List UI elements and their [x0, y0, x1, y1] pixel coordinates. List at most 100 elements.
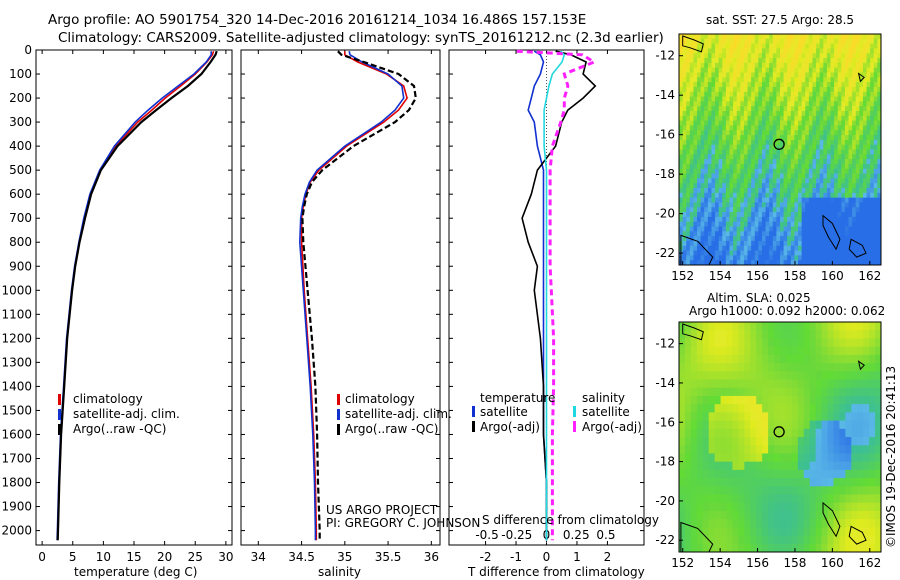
map-cell: [830, 58, 835, 64]
map-cell: [780, 387, 787, 397]
map-cell: [690, 486, 698, 495]
map-cell: [718, 231, 723, 237]
map-cell: [679, 502, 686, 512]
map-cell: [743, 149, 748, 155]
map-cell: [801, 202, 806, 208]
map-cell: [877, 48, 882, 54]
map-cell: [808, 221, 813, 227]
map-cell: [826, 231, 831, 237]
map-cell: [754, 240, 759, 247]
map-cell: [750, 338, 757, 348]
map-cell: [740, 91, 745, 97]
map-cell: [758, 173, 763, 179]
map-cell: [711, 106, 716, 112]
map-cell: [862, 91, 867, 97]
map-cell: [830, 77, 835, 83]
map-cell: [747, 163, 752, 170]
map-cell: [722, 260, 727, 266]
map-cell: [696, 494, 704, 504]
map-cell: [870, 115, 875, 122]
map-cell: [761, 183, 766, 189]
map-cell: [725, 168, 730, 174]
map-cell: [693, 67, 698, 73]
map-cell: [751, 226, 756, 232]
map-cell: [834, 250, 839, 256]
map-cell: [715, 231, 720, 237]
map-cell: [790, 163, 795, 170]
map-cell: [819, 163, 824, 170]
map-cell: [693, 53, 698, 59]
map-cell: [851, 469, 858, 479]
map-cell: [707, 236, 712, 242]
map-cell: [751, 115, 756, 122]
map-cell: [679, 494, 686, 504]
map-cell: [873, 34, 878, 40]
map-cell: [776, 240, 781, 247]
map-cell: [780, 96, 785, 102]
map-cell: [780, 72, 785, 78]
map-cell: [732, 322, 739, 331]
map-cell: [736, 154, 741, 160]
map-cell: [797, 543, 805, 553]
map-cell: [711, 43, 716, 49]
map-cell: [866, 250, 871, 256]
map-cell: [852, 91, 857, 97]
map-cell: [758, 260, 763, 266]
map-cell: [754, 207, 759, 213]
map-cell: [830, 250, 835, 256]
map-cell: [744, 354, 751, 364]
map-cell: [866, 120, 871, 126]
map-cell: [839, 486, 846, 495]
map-cell: [859, 168, 864, 174]
map-cell: [765, 260, 770, 266]
map-cell: [787, 192, 792, 199]
map-cell: [700, 163, 705, 170]
map-cell: [873, 111, 878, 117]
map-cell: [821, 486, 828, 495]
map-cell: [690, 404, 698, 413]
map-cell: [837, 139, 842, 146]
map-cell: [848, 86, 853, 93]
map-cell: [774, 437, 781, 446]
legend-argo-label: Argo(..raw -QC): [73, 422, 166, 436]
map-cell: [726, 527, 733, 536]
map-cell: [841, 106, 846, 112]
map-cell: [841, 125, 846, 131]
map-cell: [841, 130, 846, 136]
map-cell: [815, 412, 822, 421]
map-cell: [700, 236, 705, 242]
map-cell: [851, 437, 858, 446]
map-cell: [740, 154, 745, 160]
map-cell: [697, 178, 702, 184]
map-cell: [733, 125, 738, 131]
map-cell: [830, 212, 835, 218]
map-cell: [830, 139, 835, 146]
map-cell: [805, 236, 810, 242]
map-cell: [830, 62, 835, 69]
temperature-axis-label: temperature (deg C): [74, 565, 197, 579]
map-cell: [690, 412, 698, 421]
map-cell: [682, 178, 687, 184]
map-cell: [780, 469, 787, 479]
map-cell: [776, 38, 781, 45]
map-cell: [877, 183, 882, 189]
map-cell: [798, 168, 803, 174]
map-cell: [785, 461, 793, 471]
map-cell: [841, 115, 846, 122]
map-cell: [679, 428, 686, 438]
map-cell: [805, 207, 810, 213]
map-cell: [722, 255, 727, 261]
map-cell: [801, 130, 806, 136]
map-cell: [848, 58, 853, 64]
map-cell: [679, 395, 686, 405]
map-cell: [869, 420, 876, 430]
map-cell: [812, 82, 817, 88]
map-cell: [845, 322, 852, 331]
map-cell: [711, 192, 716, 199]
map-cell: [725, 72, 730, 78]
map-cell: [776, 77, 781, 83]
map-cell: [791, 322, 799, 331]
map-cell: [686, 38, 691, 45]
map-cell: [812, 48, 817, 54]
map-cell: [791, 338, 799, 348]
